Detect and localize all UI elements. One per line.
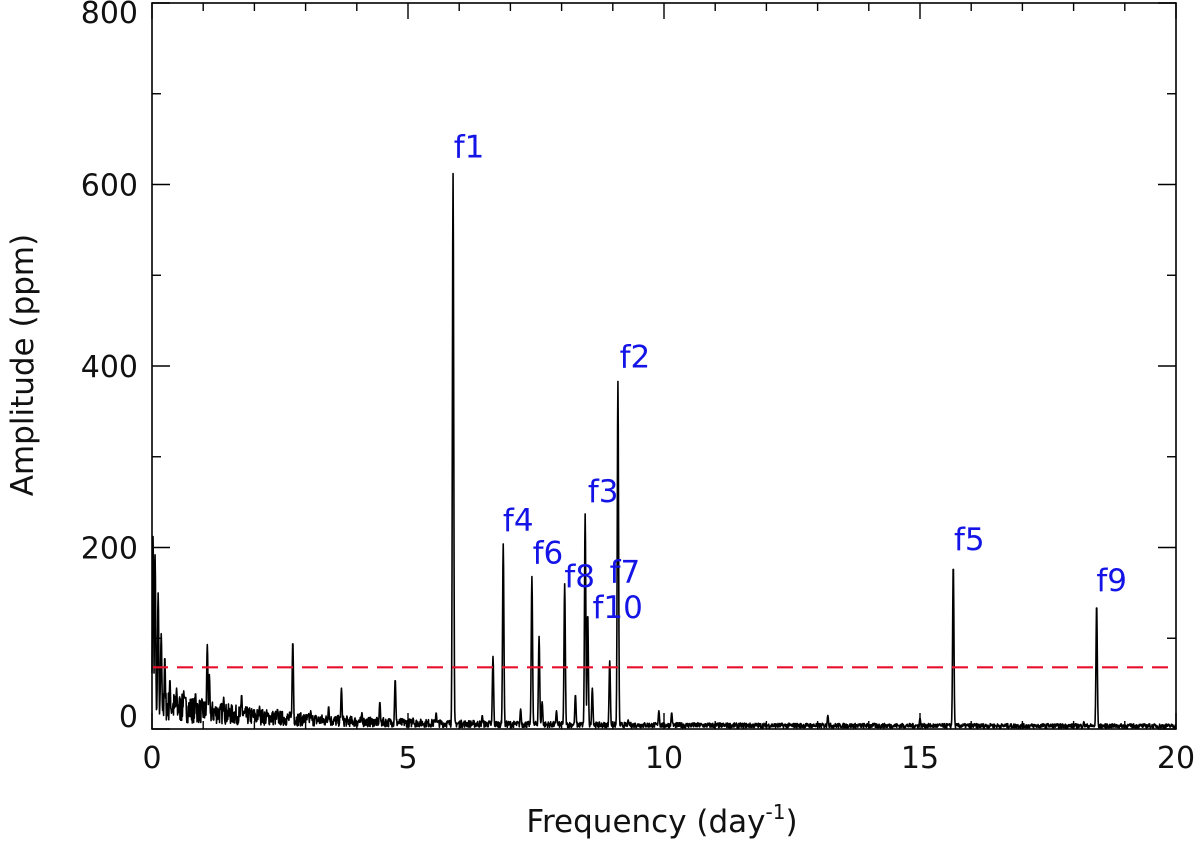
spectrum-line: [151, 172, 1177, 729]
peak-label-f3: f3: [588, 474, 619, 510]
x-tick-label: 5: [398, 741, 417, 776]
x-tick-label: 10: [645, 741, 683, 776]
y-tick-label: 600: [81, 169, 138, 204]
peak-label-f8: f8: [564, 559, 595, 595]
x-axis-title: Frequency (day-1): [526, 800, 797, 840]
peak-label-f7: f7: [610, 555, 641, 591]
peak-label-f10: f10: [593, 590, 643, 626]
y-tick-label: 800: [81, 0, 138, 31]
x-axis-title-superscript: -1: [766, 800, 786, 824]
plot-area: [151, 172, 1177, 729]
plot-frame: [151, 2, 1177, 730]
peak-label-f2: f2: [620, 339, 651, 375]
peak-label-f5: f5: [954, 522, 985, 558]
peak-label-f9: f9: [1096, 563, 1127, 599]
x-axis-title-main: Frequency (day: [526, 804, 765, 840]
peak-label-f1: f1: [454, 130, 485, 166]
peak-label-f6: f6: [533, 536, 564, 572]
y-tick-label: 200: [81, 532, 138, 567]
x-tick-label: 15: [901, 741, 939, 776]
x-tick-label: 0: [142, 741, 161, 776]
x-tick-label: 20: [1157, 741, 1195, 776]
peak-label-f4: f4: [503, 503, 534, 539]
peak-labels: f1 f2 f3 f4 f5 f6 f7 f8 f9 f10: [454, 130, 1127, 626]
y-tick-label: 400: [81, 350, 138, 385]
y-tick-label: 0: [119, 700, 138, 735]
x-axis-title-close: ): [785, 804, 797, 840]
y-axis-title: Amplitude (ppm): [5, 234, 41, 496]
